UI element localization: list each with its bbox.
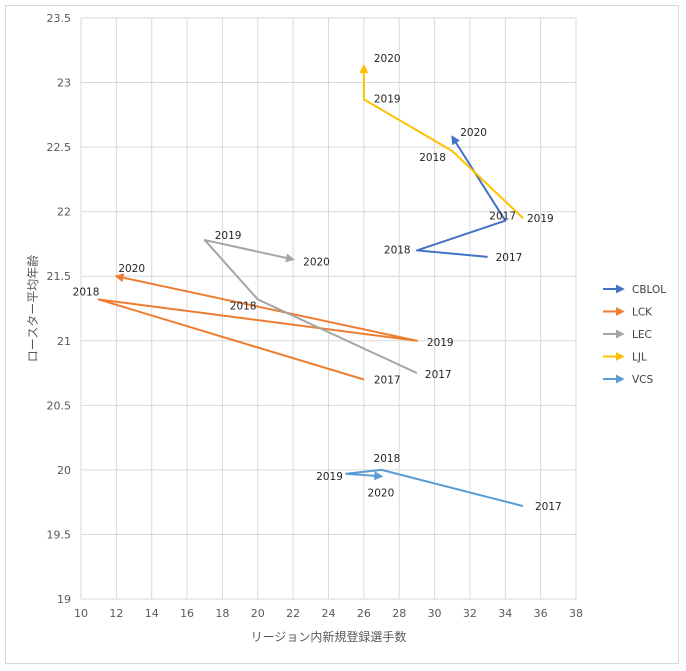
data-label-ljl: 2018 (419, 152, 446, 164)
x-tick-label: 24 (322, 607, 336, 620)
data-label-ljl: 2020 (374, 53, 401, 65)
legend-label-cblol: CBLOL (632, 284, 666, 296)
legend-label-ljl: LJL (632, 352, 647, 364)
y-tick-label: 23 (57, 77, 71, 90)
data-label-cblol: 2017 (496, 252, 523, 264)
series-layer (97, 63, 524, 508)
y-tick-label: 19.5 (47, 528, 72, 541)
x-tick-label: 30 (428, 607, 442, 620)
y-tick-label: 23.5 (47, 12, 72, 25)
x-tick-label: 28 (392, 607, 406, 620)
data-label-lck: 2017 (374, 375, 401, 387)
x-tick-label: 38 (569, 607, 583, 620)
x-tick-label: 32 (463, 607, 477, 620)
y-tick-label: 22 (57, 206, 71, 219)
data-label-lec: 2017 (425, 369, 452, 381)
y-tick-labels: 19 19.5 20 20.5 21 21.5 22 22.5 23 23.5 (47, 12, 72, 606)
x-tick-label: 16 (180, 607, 194, 620)
y-axis-title: ロースター平均年齢 (25, 255, 40, 362)
data-label-vcs: 2020 (368, 487, 395, 499)
data-label-lec: 2019 (215, 230, 242, 242)
data-label-cblol: 2017 (489, 211, 516, 223)
series-line-ljl (359, 63, 524, 219)
data-label-lck: 2020 (118, 263, 145, 275)
data-label-lck: 2019 (427, 337, 454, 349)
data-label-vcs: 2019 (316, 471, 343, 483)
y-tick-label: 22.5 (47, 141, 72, 154)
data-label-lec: 2020 (303, 256, 330, 268)
data-labels: 2017 2018 2017 2020 2017 2018 2019 2020 2017 2018… (73, 53, 562, 513)
x-tick-label: 34 (498, 607, 512, 620)
data-label-lck: 2018 (73, 286, 100, 298)
data-label-ljl: 2019 (527, 213, 554, 225)
data-label-vcs: 2017 (535, 501, 562, 513)
data-label-vcs: 2018 (374, 453, 401, 465)
series-line-cblol (415, 135, 507, 258)
gridlines (80, 17, 577, 600)
y-tick-label: 20.5 (47, 399, 72, 412)
legend-label-lck: LCK (632, 307, 653, 319)
y-tick-label: 19 (57, 593, 71, 606)
y-tick-label: 21.5 (47, 270, 72, 283)
data-label-cblol: 2020 (460, 127, 487, 139)
legend-label-lec: LEC (632, 329, 652, 341)
x-tick-label: 22 (286, 607, 300, 620)
series-line-lck (97, 273, 418, 381)
data-label-ljl: 2019 (374, 93, 401, 105)
x-tick-label: 18 (215, 607, 229, 620)
legend: CBLOL LCK LEC LJL VCS (603, 284, 666, 386)
y-tick-label: 21 (57, 335, 71, 348)
x-tick-labels: 10 12 14 16 18 20 22 24 26 28 30 32 34 36 38 (74, 607, 583, 620)
x-tick-label: 36 (534, 607, 548, 620)
x-tick-label: 26 (357, 607, 371, 620)
x-tick-label: 14 (145, 607, 159, 620)
series-line-vcs (345, 468, 524, 508)
x-axis-title: リージョン内新規登録選手数 (251, 629, 407, 644)
series-line-lec (203, 239, 418, 374)
x-tick-label: 12 (109, 607, 123, 620)
data-label-lec: 2018 (230, 300, 257, 312)
legend-label-vcs: VCS (632, 374, 654, 386)
y-tick-label: 20 (57, 464, 71, 477)
chart-frame (5, 5, 679, 664)
x-tick-label: 20 (251, 607, 265, 620)
x-tick-label: 10 (74, 607, 88, 620)
data-label-cblol: 2018 (384, 244, 411, 256)
